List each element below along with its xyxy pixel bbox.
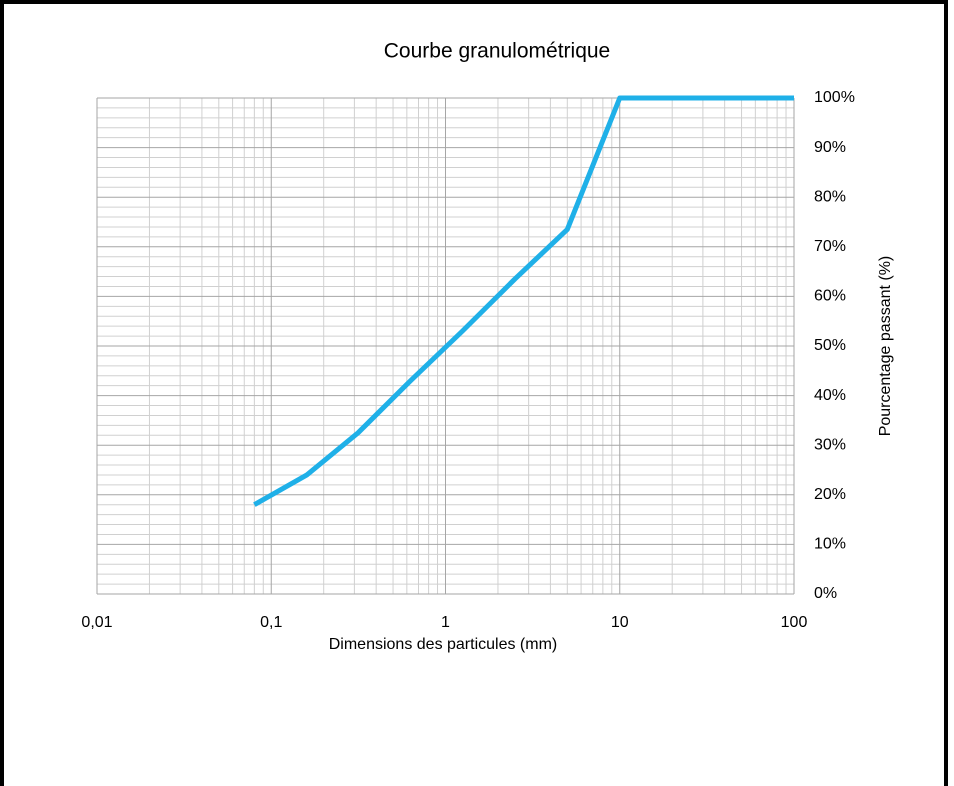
y-axis-label: Pourcentage passant (%)	[877, 256, 894, 437]
data-line	[253, 95, 794, 507]
y-tick-label: 70%	[814, 238, 846, 255]
y-tick-label: 90%	[814, 139, 846, 156]
chart-title: Courbe granulométrique	[384, 40, 610, 63]
y-tick-label: 30%	[814, 436, 846, 453]
x-tick-label: 100	[781, 614, 808, 631]
y-tick-label: 40%	[814, 387, 846, 404]
y-tick-label: 60%	[814, 288, 846, 305]
x-tick-label: 1	[441, 614, 450, 631]
x-axis-label: Dimensions des particules (mm)	[329, 636, 558, 653]
x-tick-label: 10	[611, 614, 629, 631]
y-tick-label: 10%	[814, 536, 846, 553]
y-tick-label: 100%	[814, 89, 855, 106]
y-tick-label: 20%	[814, 486, 846, 503]
x-tick-label: 0,1	[260, 614, 282, 631]
y-tick-label: 0%	[814, 585, 837, 602]
x-tick-label: 0,01	[81, 614, 112, 631]
y-tick-label: 50%	[814, 337, 846, 354]
plot-area	[253, 95, 794, 507]
grid	[96, 97, 795, 595]
y-tick-label: 80%	[814, 188, 846, 205]
